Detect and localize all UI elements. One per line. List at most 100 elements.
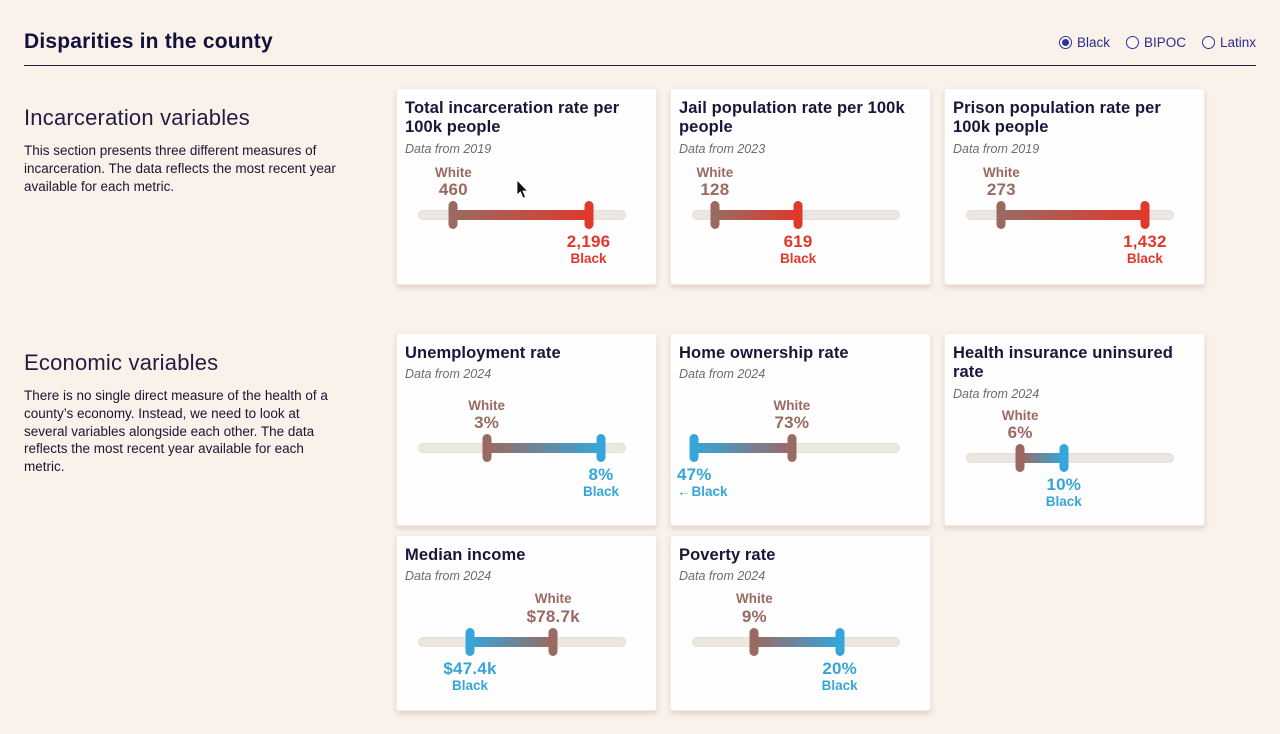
section-heading: Incarceration variables [24, 105, 250, 130]
radio-option-latinx[interactable]: Latinx [1201, 34, 1256, 50]
white-marker [710, 200, 720, 229]
slider-fill [1001, 209, 1145, 220]
card-title: Poverty rate [679, 546, 776, 564]
radio-label: BIPOC [1143, 34, 1186, 50]
card-subtitle: Data from 2024 [679, 569, 766, 584]
white-label: White 6% [1002, 408, 1039, 442]
black-label: 8% Black [583, 465, 619, 499]
disparity-slider: White 128 619 Black [692, 156, 900, 274]
metric-card: Home ownership rate Data from 2024 White 73… [670, 333, 931, 526]
card-subtitle: Data from 2024 [953, 386, 1040, 401]
card-subtitle: Data from 2019 [953, 141, 1040, 156]
white-label-name: White [982, 164, 1020, 180]
section-intro: Economic variables There is no single di… [24, 333, 396, 711]
metric-card: Prison population rate per 100k people Da… [944, 88, 1205, 285]
black-marker [793, 200, 803, 229]
black-label-text: Black [691, 484, 728, 500]
white-label-value: $78.7k [526, 606, 580, 626]
disparity-slider: White 6% 10% Black [966, 401, 1174, 515]
black-label: 619 Black [780, 232, 816, 266]
white-label: White 273 [983, 165, 1020, 199]
metric-card: Total incarceration rate per 100k people… [396, 88, 657, 285]
radio-option-bipoc[interactable]: BIPOC [1125, 34, 1186, 50]
white-label-value: 6% [1007, 422, 1033, 442]
white-marker [787, 434, 797, 463]
black-label-name: Black [780, 251, 817, 267]
white-label: White 73% [773, 398, 810, 432]
white-label-value: 273 [986, 179, 1016, 199]
white-label: White 460 [435, 165, 472, 199]
card-title: Home ownership rate [679, 344, 849, 362]
black-label-value: 47% [677, 465, 712, 485]
black-marker [689, 434, 699, 463]
white-label-name: White [696, 164, 734, 180]
black-label-value: $47.4k [443, 658, 497, 678]
black-label-name: Black [451, 677, 489, 693]
black-label-name: Black [583, 484, 620, 500]
white-marker [749, 627, 759, 656]
black-label-value: 20% [822, 658, 857, 678]
slider-fill [1020, 452, 1064, 463]
black-label: 2,196 Black [567, 232, 611, 266]
white-label-name: White [736, 591, 773, 607]
section-economic: Economic variables There is no single di… [24, 333, 1280, 711]
black-marker [835, 627, 845, 656]
slider-fill [754, 636, 840, 647]
white-label-value: 9% [741, 606, 767, 626]
white-label: White 128 [697, 165, 734, 199]
card-subtitle: Data from 2024 [405, 367, 492, 382]
card-grid: Unemployment rate Data from 2024 White 3% 8%… [396, 333, 1205, 711]
black-label: 10% Black [1046, 475, 1082, 509]
black-marker [1059, 443, 1069, 472]
card-title: Jail population rate per 100k people [679, 99, 905, 137]
black-label: 47% ←Black [677, 465, 728, 499]
black-label-value: 1,432 [1123, 231, 1167, 251]
card-subtitle: Data from 2024 [405, 569, 492, 584]
radio-option-black[interactable]: Black [1058, 34, 1110, 50]
card-title: Unemployment rate [405, 344, 561, 362]
white-marker [996, 200, 1006, 229]
disparity-slider: White $78.7k $47.4k Black [418, 583, 626, 700]
disparity-slider: White 73% 47% ←Black [677, 381, 900, 515]
disparity-slider: White 3% 8% Black [418, 381, 626, 515]
white-label: White 9% [736, 591, 773, 625]
disparity-slider: White 9% 20% Black [692, 583, 900, 700]
black-marker [584, 200, 594, 229]
white-marker [448, 200, 458, 229]
black-marker [1140, 200, 1150, 229]
black-label: 20% Black [822, 659, 858, 693]
black-label-value: 619 [783, 231, 813, 251]
white-label-value: 3% [474, 413, 500, 433]
black-label: 1,432 Black [1123, 232, 1167, 266]
section-description: This section presents three different me… [24, 143, 336, 194]
card-title: Total incarceration rate per 100k people [405, 99, 620, 137]
slider-fill [470, 636, 554, 647]
radio-label: Black [1076, 34, 1110, 50]
card-title: Prison population rate per 100k people [953, 99, 1161, 137]
white-label-name: White [773, 397, 811, 413]
metric-card: Jail population rate per 100k people Data… [670, 88, 931, 285]
white-label: White 3% [468, 398, 505, 432]
radio-icon[interactable] [1125, 35, 1139, 49]
card-grid: Total incarceration rate per 100k people… [396, 88, 1205, 285]
slider-fill [486, 443, 602, 454]
metric-card: Unemployment rate Data from 2024 White 3% 8%… [396, 333, 657, 526]
page-header: Disparities in the county Black BIPOC La… [24, 0, 1256, 66]
white-label-value: 73% [774, 413, 810, 433]
card-subtitle: Data from 2023 [679, 141, 766, 156]
radio-label: Latinx [1219, 34, 1256, 50]
slider-fill [453, 209, 589, 220]
left-arrow-icon: ← [677, 484, 691, 500]
black-label-value: 2,196 [566, 231, 611, 251]
white-marker [548, 627, 558, 656]
radio-icon[interactable] [1058, 35, 1072, 49]
black-marker [465, 627, 475, 656]
white-label-value: 128 [700, 179, 730, 199]
section-description: There is no single direct measure of the… [24, 388, 328, 475]
metric-card: Median income Data from 2024 White $78.7k $4… [396, 535, 657, 711]
radio-icon[interactable] [1201, 35, 1215, 49]
black-label-name: Black [1126, 251, 1163, 267]
white-marker [1015, 443, 1025, 472]
black-label-name: Black [1045, 494, 1082, 510]
metric-card: Poverty rate Data from 2024 White 9% 20% Blac… [670, 535, 931, 711]
